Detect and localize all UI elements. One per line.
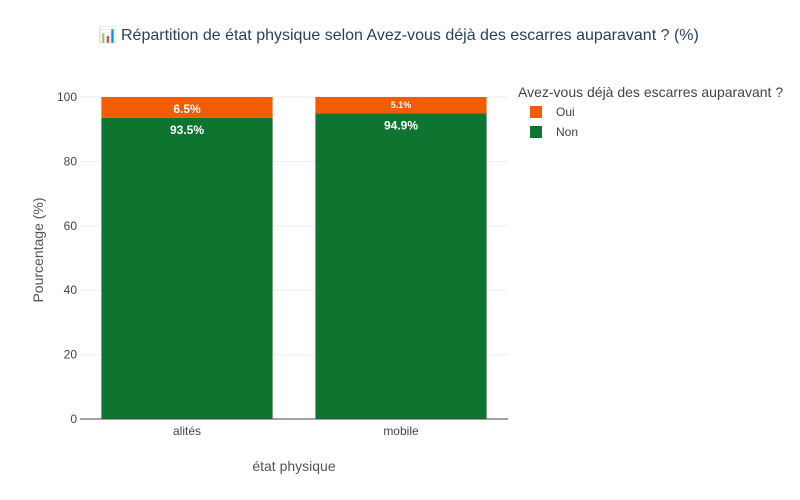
- axes: 0 20 40 60 80 100 alités mobile: [57, 90, 508, 438]
- legend-swatch-non: [530, 126, 542, 138]
- legend-title: Avez-vous déjà des escarres auparavant ?: [518, 84, 783, 100]
- legend: Avez-vous déjà des escarres auparavant ?…: [518, 84, 783, 139]
- x-tick-label: alités: [173, 424, 201, 438]
- legend-items: Oui Non: [530, 105, 578, 139]
- bar-oui-1: [315, 97, 487, 114]
- bar-value-label: 5.1%: [391, 100, 412, 110]
- bar-non-0: [101, 117, 273, 420]
- y-axis-title: Pourcentage (%): [30, 197, 46, 302]
- y-tick-label: 20: [64, 348, 78, 362]
- bar-value-label: 94.9%: [384, 118, 418, 132]
- legend-label-oui: Oui: [556, 105, 575, 119]
- bar-non-1: [315, 113, 487, 419]
- chart-title: Répartition de état physique selon Avez-…: [121, 27, 699, 44]
- legend-label-non: Non: [556, 125, 578, 139]
- chart-title-icon: 📊: [99, 26, 118, 44]
- legend-swatch-oui: [530, 106, 542, 118]
- y-tick-label: 0: [70, 412, 77, 426]
- bar-value-label: 93.5%: [170, 123, 204, 137]
- bar-value-label: 6.5%: [173, 102, 201, 116]
- x-tick-label: mobile: [383, 424, 419, 438]
- y-tick-label: 100: [57, 90, 77, 104]
- y-tick-label: 60: [64, 219, 78, 233]
- y-tick-label: 80: [64, 154, 78, 168]
- bar-oui-0: [101, 97, 273, 118]
- x-axis-title: état physique: [252, 458, 335, 474]
- bar-labels: 93.5% 6.5% 94.9% 5.1%: [170, 100, 418, 137]
- y-tick-label: 40: [64, 283, 78, 297]
- bars: [101, 97, 487, 420]
